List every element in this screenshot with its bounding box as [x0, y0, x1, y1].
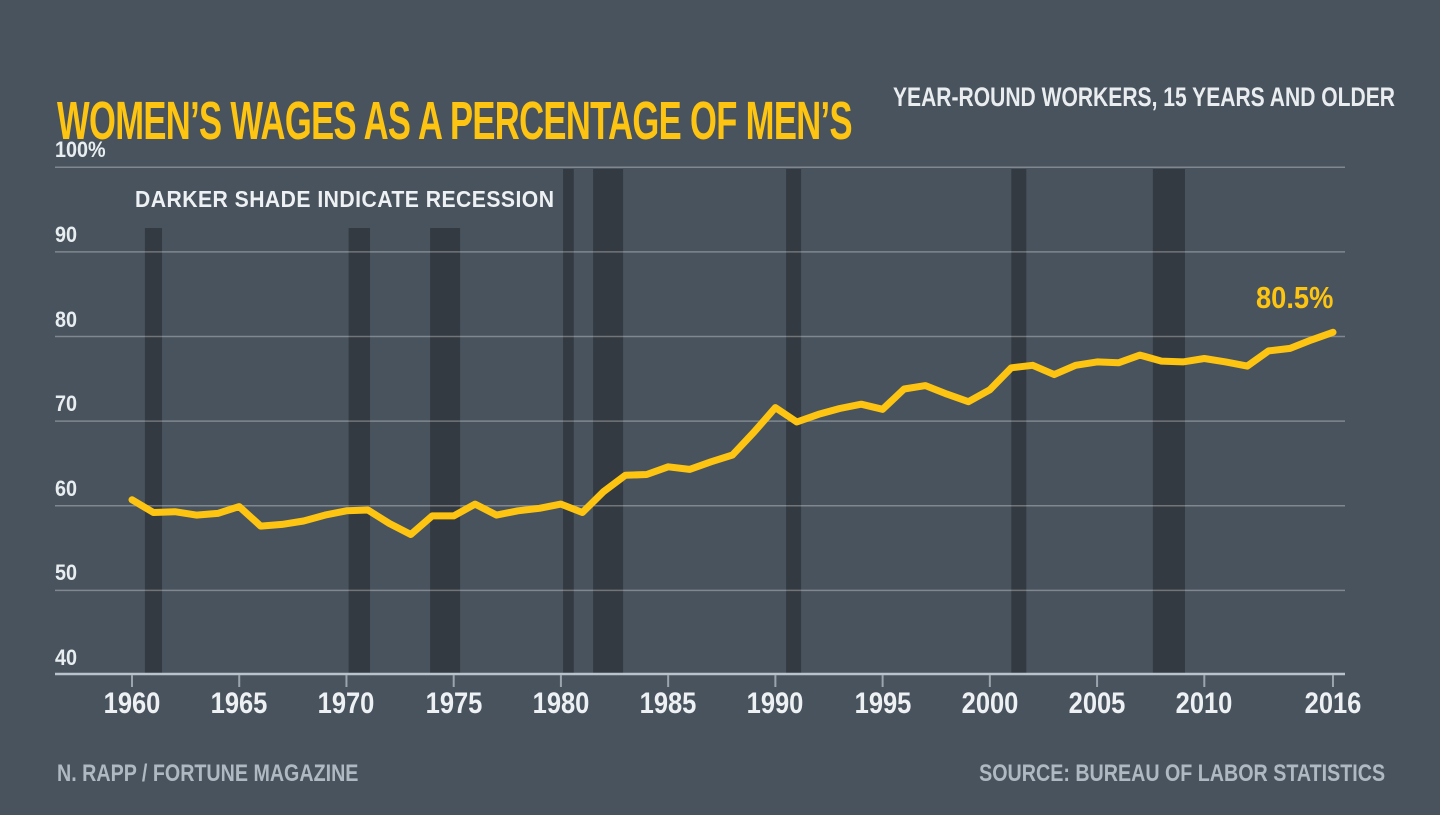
- x-axis-label: 1970: [318, 687, 375, 720]
- recession-band: [563, 169, 574, 674]
- y-axis-label: 90: [55, 221, 78, 247]
- x-axis-label: 1960: [103, 687, 161, 720]
- x-axis-label: 1990: [747, 687, 804, 720]
- recession-band: [593, 169, 624, 674]
- source-text: SOURCE: BUREAU OF LABOR STATISTICS: [979, 760, 1385, 787]
- y-axis-label: 100%: [55, 137, 106, 163]
- y-axis-label: 80: [55, 306, 78, 332]
- y-axis-label: 50: [55, 560, 78, 586]
- y-axis-label: 40: [55, 645, 78, 670]
- recession-band: [144, 228, 163, 674]
- recession-band: [348, 228, 371, 674]
- x-axis-label: 2016: [1304, 687, 1362, 720]
- recession-band: [430, 228, 461, 674]
- recession-band: [1152, 169, 1185, 674]
- y-axis-label: 70: [55, 391, 78, 417]
- end-value-label: 80.5%: [1256, 280, 1334, 315]
- y-axis-label: 60: [55, 475, 78, 501]
- chart-subtitle: YEAR-ROUND WORKERS, 15 YEARS AND OLDER: [893, 82, 1395, 112]
- x-axis-label: 2005: [1068, 687, 1126, 720]
- x-axis-label: 2000: [961, 687, 1019, 720]
- recession-annotation: DARKER SHADE INDICATE RECESSION: [135, 186, 555, 212]
- recession-band: [1011, 169, 1027, 674]
- x-axis-label: 2010: [1175, 687, 1233, 720]
- x-axis-label: 1980: [532, 687, 590, 720]
- x-axis-label: 1975: [425, 687, 483, 720]
- x-axis-label: 1995: [854, 687, 911, 720]
- credit-text: N. RAPP / FORTUNE MAGAZINE: [57, 760, 359, 787]
- x-axis-label: 1965: [210, 687, 268, 720]
- x-axis-label: 1985: [639, 687, 697, 720]
- chart-title: WOMEN’S WAGES AS A PERCENTAGE OF MEN’S: [57, 91, 853, 152]
- wage-ratio-line: [128, 328, 1337, 538]
